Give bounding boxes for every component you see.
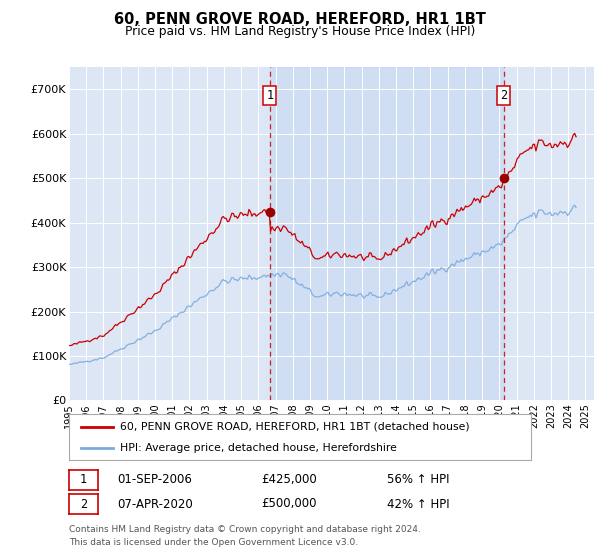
Text: 60, PENN GROVE ROAD, HEREFORD, HR1 1BT (detached house): 60, PENN GROVE ROAD, HEREFORD, HR1 1BT (… xyxy=(120,422,469,432)
Text: £425,000: £425,000 xyxy=(261,473,317,487)
Text: 2: 2 xyxy=(80,497,87,511)
Text: 60, PENN GROVE ROAD, HEREFORD, HR1 1BT: 60, PENN GROVE ROAD, HEREFORD, HR1 1BT xyxy=(114,12,486,27)
Text: HPI: Average price, detached house, Herefordshire: HPI: Average price, detached house, Here… xyxy=(120,443,397,453)
Text: Contains HM Land Registry data © Crown copyright and database right 2024.
This d: Contains HM Land Registry data © Crown c… xyxy=(69,525,421,548)
Text: 42% ↑ HPI: 42% ↑ HPI xyxy=(387,497,449,511)
Bar xyxy=(270,67,504,400)
Text: 01-SEP-2006: 01-SEP-2006 xyxy=(117,473,192,487)
Text: 1: 1 xyxy=(266,89,274,102)
Text: £500,000: £500,000 xyxy=(261,497,317,511)
Text: 1: 1 xyxy=(80,473,87,487)
Text: 07-APR-2020: 07-APR-2020 xyxy=(117,497,193,511)
Text: Price paid vs. HM Land Registry's House Price Index (HPI): Price paid vs. HM Land Registry's House … xyxy=(125,25,475,38)
Text: 2: 2 xyxy=(500,89,508,102)
Text: 56% ↑ HPI: 56% ↑ HPI xyxy=(387,473,449,487)
